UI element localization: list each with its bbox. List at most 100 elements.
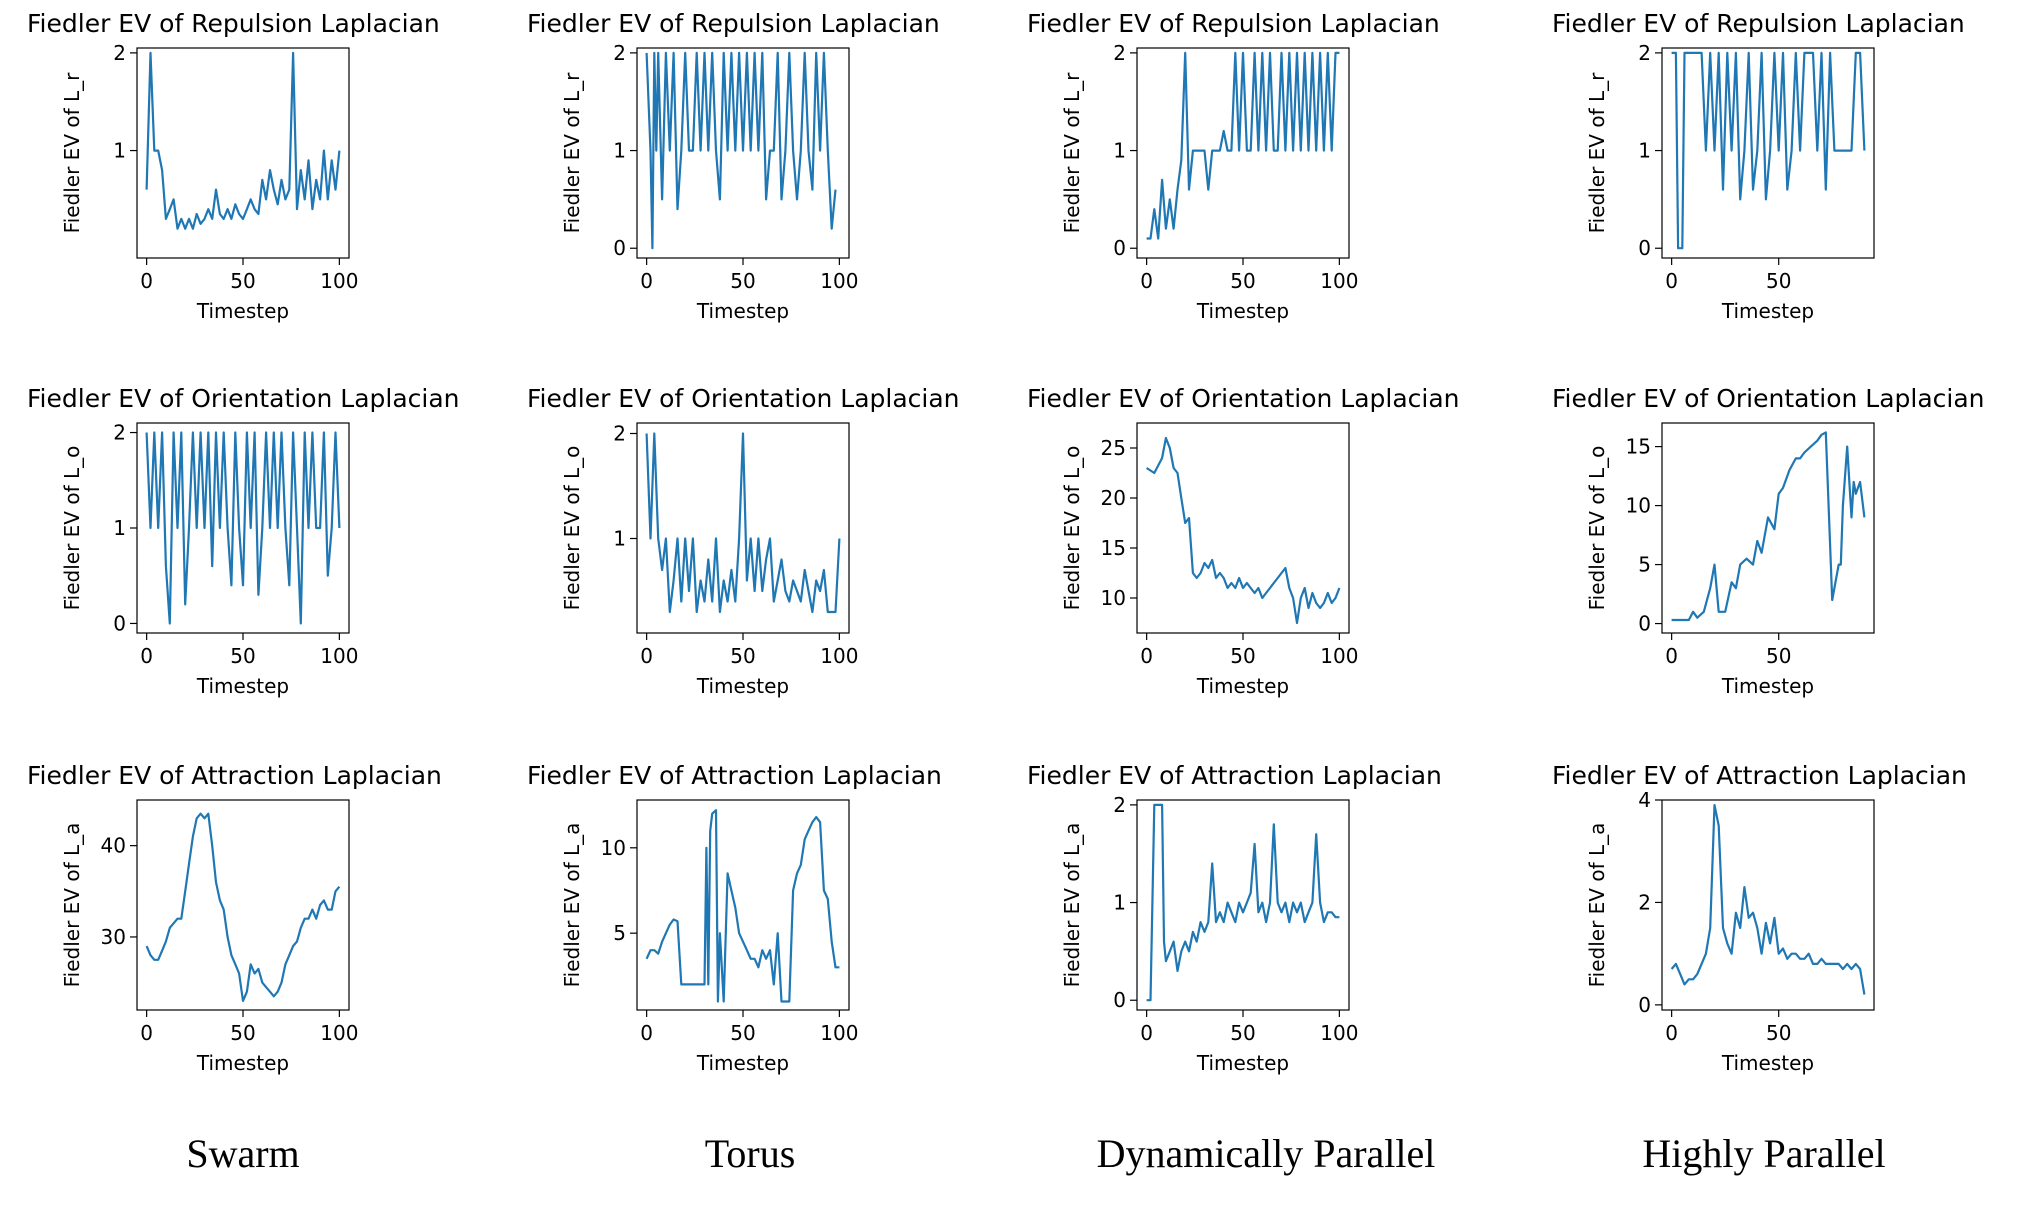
y-tick-label: 2 — [113, 421, 126, 445]
x-axis-label: Timestep — [696, 1051, 789, 1075]
column-label-dynamically-parallel: Dynamically Parallel — [1096, 1131, 1436, 1176]
plot-frame — [1661, 422, 1875, 634]
column-label-torus: Torus — [704, 1131, 796, 1176]
y-tick-label: 2 — [1113, 793, 1126, 817]
y-axis-label: Fiedler EV of L_r — [1585, 72, 1609, 234]
y-axis-label: Fiedler EV of L_o — [1060, 446, 1084, 611]
y-tick-label: 10 — [1626, 494, 1651, 518]
x-tick-label: 50 — [730, 269, 755, 293]
series-line — [145, 431, 341, 625]
series-line — [645, 51, 837, 250]
x-tick-label: 50 — [730, 644, 755, 668]
y-tick-label: 2 — [1113, 41, 1126, 65]
x-axis-label: Timestep — [1196, 299, 1289, 323]
chart-title: Fiedler EV of Attraction Laplacian — [1027, 761, 1442, 790]
x-tick-label: 100 — [1320, 269, 1358, 293]
x-tick-label: 50 — [1230, 1021, 1255, 1045]
plot-frame — [136, 47, 350, 259]
y-tick-label: 1 — [1638, 139, 1651, 163]
x-tick-label: 50 — [230, 1021, 255, 1045]
y-tick-label: 1 — [1113, 139, 1126, 163]
column-label-highly-parallel: Highly Parallel — [1642, 1131, 1886, 1176]
y-tick-label: 10 — [1101, 586, 1126, 610]
y-tick-label: 2 — [113, 41, 126, 65]
x-tick-label: 50 — [1766, 1021, 1791, 1045]
y-tick-label: 1 — [113, 139, 126, 163]
x-tick-label: 0 — [1665, 269, 1678, 293]
x-tick-label: 50 — [1230, 644, 1255, 668]
chart-title: Fiedler EV of Orientation Laplacian — [1552, 384, 1985, 413]
y-tick-label: 1 — [613, 139, 626, 163]
x-tick-label: 0 — [140, 1021, 153, 1045]
chart-title: Fiedler EV of Attraction Laplacian — [1552, 761, 1967, 790]
x-tick-label: 50 — [230, 644, 255, 668]
x-tick-label: 100 — [820, 644, 858, 668]
x-tick-label: 0 — [1665, 1021, 1678, 1045]
x-tick-label: 100 — [820, 1021, 858, 1045]
series-line — [1146, 51, 1340, 240]
y-tick-label: 4 — [1638, 788, 1651, 812]
chart-title: Fiedler EV of Orientation Laplacian — [1027, 384, 1460, 413]
y-tick-label: 2 — [1638, 41, 1651, 65]
x-tick-label: 50 — [230, 269, 255, 293]
y-axis-label: Fiedler EV of L_a — [1585, 823, 1609, 988]
x-tick-label: 0 — [640, 1021, 653, 1045]
x-tick-label: 100 — [320, 269, 358, 293]
y-tick-label: 15 — [1101, 536, 1126, 560]
x-tick-label: 0 — [1665, 644, 1678, 668]
x-tick-label: 0 — [640, 269, 653, 293]
y-tick-label: 2 — [613, 422, 626, 446]
series-line — [1671, 431, 1866, 622]
x-axis-label: Timestep — [1721, 674, 1814, 698]
x-tick-label: 50 — [730, 1021, 755, 1045]
plot-frame — [1136, 422, 1350, 634]
y-tick-label: 30 — [101, 925, 126, 949]
x-tick-label: 100 — [320, 1021, 358, 1045]
x-tick-label: 100 — [320, 644, 358, 668]
y-axis-label: Fiedler EV of L_a — [560, 823, 584, 988]
y-axis-label: Fiedler EV of L_r — [1060, 72, 1084, 234]
y-axis-label: Fiedler EV of L_o — [60, 446, 84, 611]
y-tick-label: 1 — [1113, 891, 1126, 915]
x-axis-label: Timestep — [196, 299, 289, 323]
column-label-swarm: Swarm — [186, 1131, 300, 1176]
y-tick-label: 5 — [1638, 553, 1651, 577]
series-line — [1146, 803, 1340, 1002]
x-tick-label: 50 — [1766, 644, 1791, 668]
y-tick-label: 0 — [113, 611, 126, 635]
y-tick-label: 2 — [613, 41, 626, 65]
x-tick-label: 0 — [1140, 269, 1153, 293]
x-axis-label: Timestep — [1196, 674, 1289, 698]
plot-frame — [136, 799, 350, 1011]
plot-frame — [1136, 799, 1350, 1011]
x-tick-label: 100 — [1320, 1021, 1358, 1045]
series-line — [1146, 436, 1341, 625]
y-axis-label: Fiedler EV of L_r — [60, 72, 84, 234]
x-tick-label: 0 — [140, 269, 153, 293]
x-axis-label: Timestep — [1721, 299, 1814, 323]
series-line — [1671, 51, 1866, 250]
chart-title: Fiedler EV of Repulsion Laplacian — [527, 9, 940, 38]
y-tick-label: 0 — [1638, 993, 1651, 1017]
y-tick-label: 10 — [601, 836, 626, 860]
y-tick-label: 0 — [1638, 612, 1651, 636]
series-line — [645, 432, 841, 614]
chart-title: Fiedler EV of Orientation Laplacian — [527, 384, 960, 413]
x-tick-label: 0 — [1140, 644, 1153, 668]
y-axis-label: Fiedler EV of L_a — [60, 823, 84, 988]
plot-frame — [1661, 47, 1875, 259]
series-line — [1670, 803, 1866, 995]
y-axis-label: Fiedler EV of L_r — [560, 72, 584, 234]
x-tick-label: 100 — [1320, 644, 1358, 668]
y-tick-label: 1 — [113, 516, 126, 540]
y-axis-label: Fiedler EV of L_o — [560, 446, 584, 611]
series-line — [645, 809, 840, 1003]
x-axis-label: Timestep — [1196, 1051, 1289, 1075]
plot-frame — [636, 799, 850, 1011]
x-axis-label: Timestep — [1721, 1051, 1814, 1075]
x-axis-label: Timestep — [196, 674, 289, 698]
y-tick-label: 1 — [613, 527, 626, 551]
y-axis-label: Fiedler EV of L_o — [1585, 446, 1609, 611]
y-tick-label: 25 — [1101, 436, 1126, 460]
